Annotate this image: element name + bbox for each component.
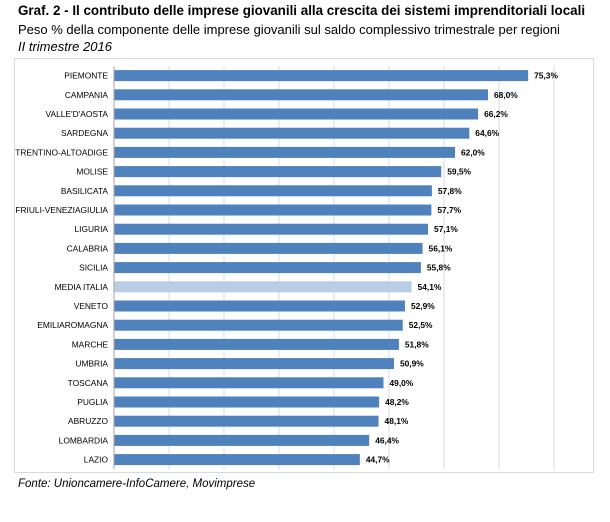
value-label: 57,8% [438,186,462,196]
category-label: UMBRIA [75,359,108,369]
value-label: 66,2% [484,109,508,119]
category-label: PUGLIA [77,397,108,407]
bar [114,204,432,216]
bar [114,108,479,120]
value-label: 49,0% [390,378,414,388]
category-label: LOMBARDIA [59,435,109,445]
value-label: 50,9% [400,359,424,369]
category-label: VENETO [74,301,109,311]
bar [114,454,360,466]
bar [114,319,403,331]
category-label: LAZIO [84,455,109,465]
value-label: 57,1% [434,224,458,234]
bar [114,166,442,178]
value-label: 46,4% [375,435,399,445]
bar [114,242,423,254]
value-label: 51,8% [405,339,429,349]
category-label: CAMPANIA [65,90,109,100]
category-label: MOLISE [76,167,108,177]
category-label: SARDEGNA [61,128,108,138]
category-label: FRIULI-VENEZIAGIULIA [15,205,108,215]
bar [114,377,384,389]
bar [114,338,399,350]
value-label: 48,1% [385,416,409,426]
chart-title: Graf. 2 - Il contributo delle imprese gi… [18,3,586,18]
source-note: Fonte: Unioncamere-InfoCamere, Movimpres… [18,478,256,490]
bar [114,396,380,408]
value-label: 48,2% [385,397,409,407]
bar [114,262,421,274]
bar [114,358,394,370]
chart-period: II trimestre 2016 [18,39,112,54]
category-label: ABRUZZO [68,416,109,426]
value-label: 68,0% [494,90,518,100]
category-label: PIEMONTE [64,71,108,81]
category-label: CALABRIA [67,243,109,253]
value-label: 52,9% [411,301,435,311]
value-label: 56,1% [429,243,453,253]
category-label: BASILICATA [61,186,109,196]
value-label: 62,0% [461,147,485,157]
value-label: 44,7% [366,455,390,465]
value-label: 57,7% [437,205,461,215]
value-label: 75,3% [534,71,558,81]
category-label: LIGURIA [74,224,108,234]
category-label: SICILIA [79,263,108,273]
category-label: EMILIAROMAGNA [37,320,108,330]
bar [114,185,432,197]
value-label: 59,5% [447,167,471,177]
bar [114,300,405,312]
category-label: MEDIA ITALIA [55,282,109,292]
bar [114,434,370,446]
bar [114,415,379,427]
value-label: 64,6% [475,128,499,138]
chart-subtitle: Peso % della componente delle imprese gi… [18,22,560,37]
bar [114,127,470,139]
category-label: TOSCANA [68,378,109,388]
value-label: 52,5% [409,320,433,330]
value-label: 54,1% [418,282,442,292]
value-label: 55,8% [427,263,451,273]
bar [114,146,455,158]
chart-frame [14,58,594,473]
bar [114,281,412,293]
category-label: MARCHE [72,339,109,349]
bar [114,89,488,101]
bar [114,223,429,235]
bar [114,70,529,82]
category-label: VALLE'D'AOSTA [46,109,109,119]
category-label: TRENTINO-ALTOADIGE [15,147,108,157]
